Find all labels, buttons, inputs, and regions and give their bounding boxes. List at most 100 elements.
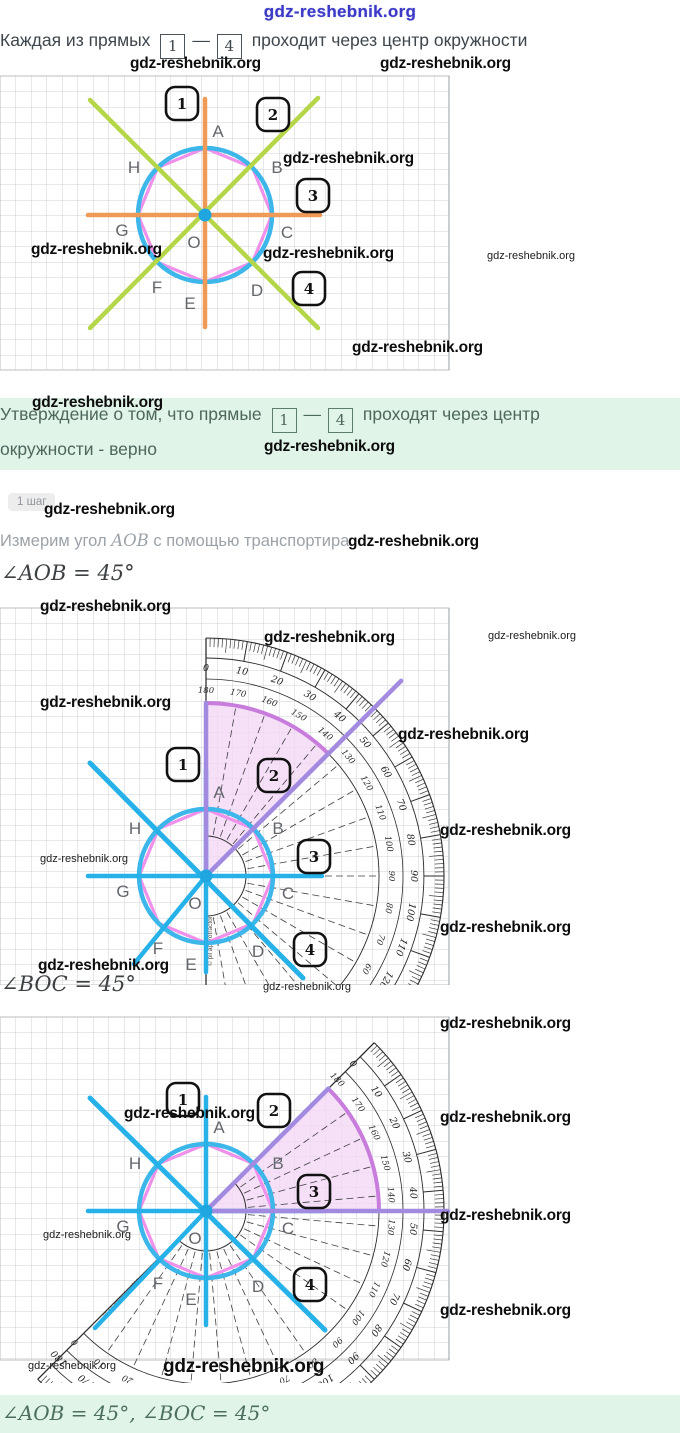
point-label-O: O: [188, 1229, 201, 1248]
point-label-H: H: [129, 819, 141, 838]
watermark: gdz-reshebnik.org: [40, 853, 129, 865]
watermark: gdz-reshebnik.org: [264, 629, 395, 646]
highlighted-angle-sector: [206, 703, 329, 876]
instruction-prefix: Измерим угол: [0, 532, 107, 550]
point-label-E: E: [184, 294, 195, 313]
svg-text:70: 70: [387, 1291, 402, 1307]
line-number-badge-4: [292, 931, 328, 968]
point-label-D: D: [252, 1277, 264, 1296]
svg-text:20: 20: [386, 1115, 402, 1132]
svg-text:170: 170: [229, 687, 247, 700]
point-label-A: A: [213, 1118, 225, 1137]
svg-text:0: 0: [203, 663, 209, 674]
line-number-box-4: 4: [328, 408, 354, 433]
watermark: gdz-reshebnik.org: [398, 726, 529, 743]
line-number-badge-4: [292, 1266, 328, 1303]
angle-ray-long: [203, 678, 404, 879]
svg-text:90: 90: [386, 871, 396, 882]
site-link[interactable]: gdz-reshebnik.org: [263, 2, 417, 21]
svg-text:170: 170: [76, 1371, 97, 1383]
line-number-box-1: 1: [160, 34, 186, 59]
line-number-text-4: 4: [304, 280, 314, 298]
sector-arc: [326, 1087, 381, 1212]
line-number-text-2: 2: [268, 106, 278, 124]
watermark: gdz-reshebnik.org: [440, 1109, 571, 1126]
instruction-angle-name: AOB: [111, 531, 149, 550]
line-number-text-1: 1: [178, 756, 188, 774]
point-label-D: D: [252, 942, 264, 961]
line-number-badge-3: [296, 1173, 332, 1210]
watermark: gdz-reshebnik.org: [283, 150, 414, 167]
line-4: [92, 1208, 209, 1331]
line-number-badge-4: [291, 270, 327, 307]
svg-text:70: 70: [394, 797, 408, 812]
point-label-F: F: [152, 278, 162, 297]
watermark: gdz-reshebnik.org: [28, 1360, 117, 1372]
conclusion-line2: окружности - верно: [0, 439, 158, 459]
line-number-text-3: 3: [308, 187, 318, 205]
watermark: gdz-reshebnik.org: [124, 1105, 255, 1122]
svg-text:60: 60: [359, 961, 373, 976]
line-number-text-4: 4: [305, 941, 315, 959]
line-number-badge-1: [164, 85, 200, 122]
center-point-O: [199, 1204, 213, 1218]
step-instruction: Измерим угол AOB с помощью транспортира: [0, 531, 349, 551]
watermark: gdz-reshebnik.org: [488, 630, 577, 642]
line-number-badge-2: [256, 757, 292, 794]
final-answer-text: ∠AOB = 45°, ∠BOC = 45°: [2, 1401, 271, 1425]
svg-text:50: 50: [407, 1223, 419, 1236]
line-number-badge-3: [296, 838, 332, 875]
watermark: gdz-reshebnik.org: [380, 55, 511, 72]
line-number-text-4: 4: [305, 1276, 315, 1294]
line-number-badge-1: [165, 746, 201, 783]
point-label-H: H: [129, 1154, 141, 1173]
line-number-text-2: 2: [269, 1102, 279, 1120]
watermark: gdz-reshebnik.org: [32, 394, 163, 411]
point-label-G: G: [115, 221, 128, 240]
diagram-circle-with-lines: A B C D E F G H O 1 2 3 4: [0, 75, 450, 371]
grid-paper: [0, 75, 450, 371]
point-label-B: B: [271, 158, 282, 177]
point-label-H: H: [128, 158, 140, 177]
protractor: 0102030405060708090100110120130140150160…: [37, 1042, 445, 1383]
point-label-C: C: [282, 884, 294, 903]
watermark: gdz-reshebnik.org: [352, 339, 483, 356]
center-point-O: [199, 869, 213, 883]
dash: —: [192, 30, 210, 50]
formula-boc: ∠BOC = 45°: [1, 972, 136, 996]
point-label-B: B: [272, 1154, 283, 1173]
svg-text:100: 100: [314, 1371, 335, 1383]
svg-text:100: 100: [382, 835, 395, 853]
svg-text:0: 0: [69, 1336, 80, 1347]
svg-text:20: 20: [268, 673, 284, 688]
point-label-A: A: [212, 122, 224, 141]
line-number-text-1: 1: [178, 1091, 188, 1109]
line-number-text-1: 1: [177, 95, 187, 113]
watermark: gdz-reshebnik.org: [487, 250, 576, 262]
point-label-E: E: [185, 955, 196, 974]
point-label-C: C: [281, 223, 293, 242]
svg-text:130: 130: [385, 1219, 396, 1237]
line-number-box-1: 1: [271, 408, 297, 433]
point-label-C: C: [282, 1219, 294, 1238]
line-number-box-4: 4: [216, 34, 242, 59]
diagram-protractor-boc: 0102030405060708090100110120130140150160…: [0, 1016, 451, 1383]
diagram-protractor-aob: 0102030405060708090100110120130140150160…: [0, 607, 450, 985]
point-label-A: A: [213, 783, 225, 802]
svg-text:40: 40: [407, 1185, 419, 1199]
svg-text:100: 100: [403, 902, 417, 922]
statement-suffix: проходит через центр окружности: [251, 30, 528, 50]
conclusion-block: Утверждение о том, что прямые 1 — 4 проход…: [0, 398, 680, 470]
sector-arc: [205, 701, 330, 756]
watermark: gdz-reshebnik.org: [40, 694, 171, 711]
watermark: gdz-reshebnik.org: [43, 1229, 132, 1241]
watermark: gdz-reshebnik.org: [348, 533, 479, 550]
watermark: gdz-reshebnik.org: [38, 957, 169, 974]
angle-ray-short: [203, 1086, 331, 1214]
svg-text:30: 30: [302, 689, 318, 705]
point-label-E: E: [185, 1290, 196, 1309]
conclusion-suffix: проходят через центр: [362, 404, 540, 424]
svg-text:140: 140: [385, 1186, 396, 1204]
grid-paper: [0, 1016, 450, 1361]
